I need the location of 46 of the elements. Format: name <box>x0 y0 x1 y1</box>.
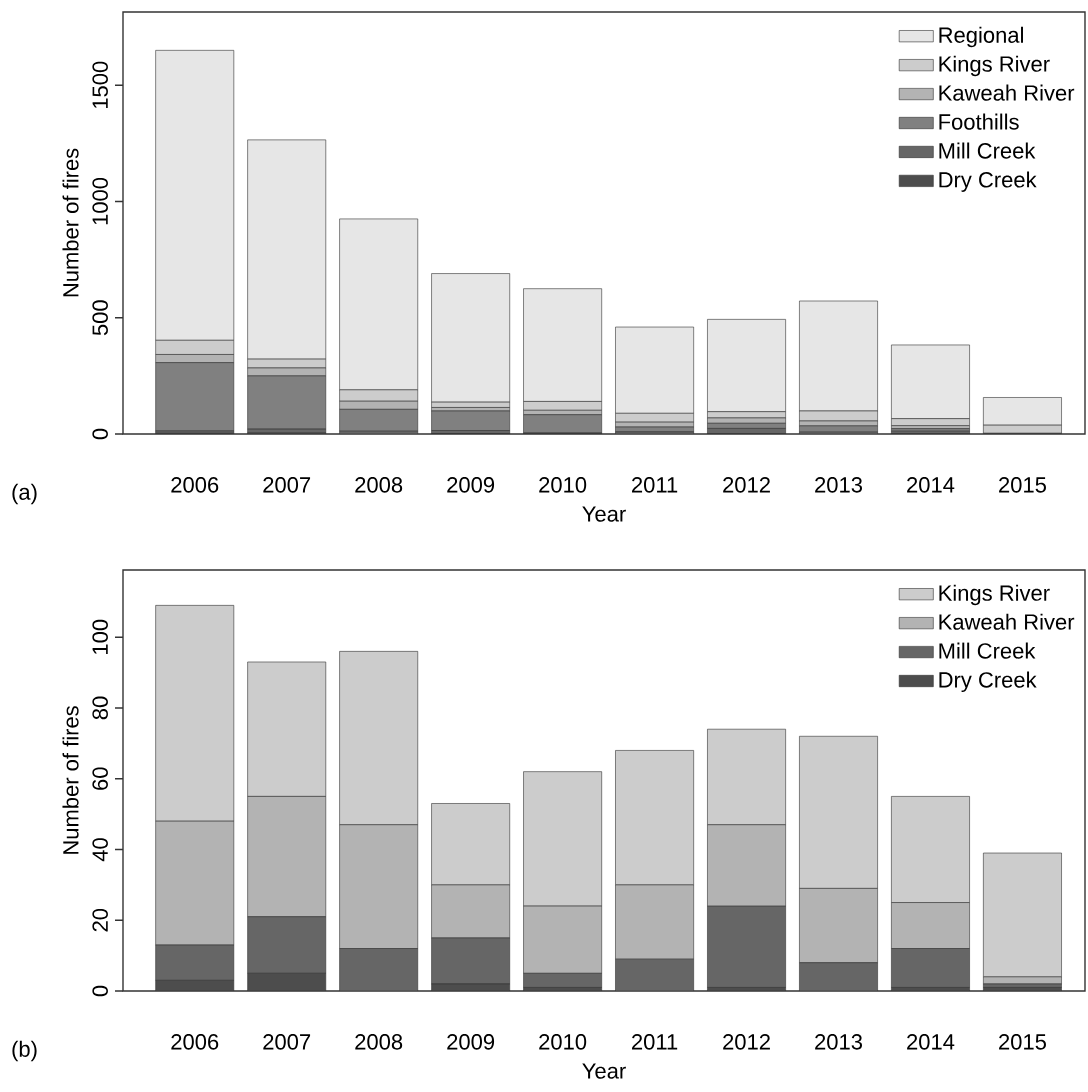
legend-label: Regional <box>939 26 1023 48</box>
legend-label: Foothills <box>939 113 1019 130</box>
y-tick-label: 40 <box>92 838 108 862</box>
legend-label: Dry Creek <box>939 171 1037 192</box>
x-tick-label: 2015 <box>999 1034 1046 1050</box>
y-tick-label: 60 <box>92 767 108 790</box>
y-tick-label: 0 <box>92 428 108 440</box>
y-tick-label: 0 <box>92 985 108 997</box>
text: (b) <box>12 1040 37 1062</box>
x-tick-label: 2013 <box>815 477 862 493</box>
x-axis-title: Year <box>582 1063 626 1079</box>
legend-label: Kings River <box>939 55 1050 77</box>
x-tick-label: 2015 <box>999 477 1046 493</box>
y-tick-label: 80 <box>92 696 108 720</box>
y-axis-title: Number of fires <box>62 706 79 854</box>
y-tick-label: 20 <box>92 908 108 932</box>
text: (a) <box>12 483 37 505</box>
x-tick-label: 2009 <box>447 477 495 493</box>
legend-label: Mill Creek <box>939 642 1036 659</box>
x-tick-label: 2011 <box>632 477 678 493</box>
x-tick-label: 2013 <box>815 1034 862 1050</box>
y-tick-label: 1500 <box>92 61 108 109</box>
x-tick-label: 2011 <box>632 1034 678 1050</box>
y-axis-title: Number of fires <box>62 148 79 297</box>
x-tick-label: 2009 <box>447 1034 495 1050</box>
y-tick-label: 100 <box>92 619 108 654</box>
x-tick-label: 2010 <box>539 477 587 493</box>
x-tick-label: 2007 <box>263 1034 311 1050</box>
legend-label: Mill Creek <box>939 142 1036 159</box>
x-tick-label: 2006 <box>171 477 219 493</box>
x-tick-label: 2008 <box>355 477 403 493</box>
x-tick-label: 2010 <box>539 1034 587 1050</box>
x-tick-label: 2006 <box>171 1034 219 1050</box>
y-tick-label: 500 <box>92 300 108 336</box>
legend-label: Kaweah River <box>939 84 1075 101</box>
x-tick-label: 2008 <box>355 1034 403 1050</box>
x-tick-label: 2014 <box>907 1034 955 1050</box>
legend-label: Kings River <box>939 584 1050 606</box>
x-tick-label: 2014 <box>907 477 955 493</box>
x-axis-title: Year <box>582 506 626 522</box>
legend-label: Dry Creek <box>939 671 1037 693</box>
x-tick-label: 2007 <box>263 477 311 493</box>
legend-label: Kaweah River <box>939 613 1075 630</box>
x-tick-label: 2012 <box>723 477 770 493</box>
y-tick-label: 1000 <box>92 177 108 225</box>
x-tick-label: 2012 <box>723 1034 770 1050</box>
